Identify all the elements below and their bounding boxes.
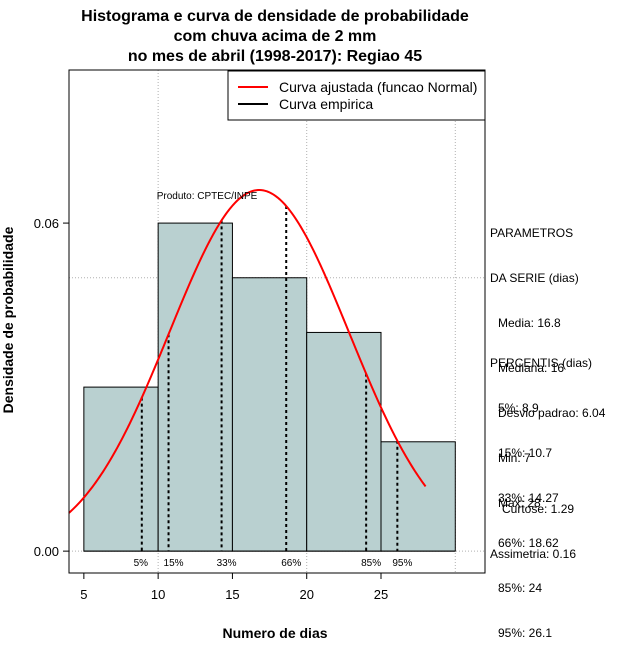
parameters-panel: PARAMETROS DA SERIE (dias) Media: 16.8 M… bbox=[490, 196, 605, 526]
parameters-title-1: PARAMETROS bbox=[490, 226, 574, 240]
percentiles-panel: PERCENTIS (dias) 5%: 8.9 15%: 10.7 33%: … bbox=[490, 326, 592, 656]
histogram-bar-0 bbox=[83, 386, 159, 552]
percentile-label-0: 5% bbox=[134, 558, 149, 569]
x-tick-label-3: 20 bbox=[299, 587, 313, 602]
x-tick-label-0: 5 bbox=[80, 587, 87, 602]
histogram-bars bbox=[83, 222, 456, 552]
percentile-85: 85%: 24 bbox=[498, 581, 543, 595]
param-mediana: Mediana: 16 bbox=[498, 361, 565, 375]
histogram-bar-1 bbox=[157, 222, 233, 552]
y-axis-title: Densidade de probabilidade bbox=[0, 226, 16, 413]
legend: Curva ajustada (funcao Normal) Curva emp… bbox=[227, 70, 486, 121]
chart-title-group: Histograma e curva de densidade de proba… bbox=[81, 8, 469, 65]
percentile-label-3: 66% bbox=[281, 558, 301, 569]
legend-label-empirical: Curva empirica bbox=[279, 96, 373, 112]
percentile-lines: 5% 15% 33% 66% 85% 95% bbox=[134, 206, 412, 569]
chart-title-line-3: no mes de abril (1998-2017): Regiao 45 bbox=[128, 48, 422, 65]
curtose-value: Curtose: 1.29 bbox=[502, 502, 575, 516]
axes: 5 10 15 20 25 0.00 0.06 bbox=[34, 216, 389, 602]
legend-label-fit: Curva ajustada (funcao Normal) bbox=[279, 79, 477, 95]
percentile-label-2: 33% bbox=[217, 558, 237, 569]
percentile-15: 15%: 10.7 bbox=[498, 446, 553, 460]
param-max: Max: 28 bbox=[498, 496, 541, 510]
y-tick-label-1: 0.06 bbox=[34, 216, 59, 231]
histogram-bar-4 bbox=[380, 441, 456, 552]
y-tick-label-0: 0.00 bbox=[34, 544, 59, 559]
histogram-bar-3 bbox=[306, 331, 382, 552]
shape-stats-panel: Curtose: 1.29 Assimetria: 0.16 bbox=[490, 472, 576, 577]
percentile-66: 66%: 18.62 bbox=[498, 536, 559, 550]
normal-fit-curve bbox=[68, 189, 427, 514]
product-annotation: Produto: CPTEC/INPE bbox=[157, 191, 258, 202]
x-tick-label-4: 25 bbox=[374, 587, 388, 602]
x-tick-label-1: 10 bbox=[151, 587, 165, 602]
param-desvio: Desvio padrao: 6.04 bbox=[498, 406, 606, 420]
param-min: Min: 7 bbox=[498, 451, 531, 465]
percentile-33: 33%: 14.27 bbox=[498, 491, 559, 505]
chart-title-line-2: com chuva acima de 2 mm bbox=[174, 28, 377, 45]
chart-title-line-1: Histograma e curva de densidade de proba… bbox=[81, 8, 469, 25]
percentile-5: 5%: 8.9 bbox=[498, 401, 539, 415]
param-media: Media: 16.8 bbox=[498, 316, 561, 330]
parameters-title-2: DA SERIE (dias) bbox=[490, 271, 579, 285]
legend-box bbox=[227, 70, 486, 121]
percentile-label-5: 95% bbox=[392, 558, 412, 569]
percentile-95: 95%: 26.1 bbox=[498, 626, 553, 640]
percentile-label-1: 15% bbox=[164, 558, 184, 569]
assimetria-value: Assimetria: 0.16 bbox=[490, 547, 577, 561]
percentiles-title: PERCENTIS (dias) bbox=[490, 356, 593, 370]
x-tick-label-2: 15 bbox=[225, 587, 239, 602]
x-axis-title: Numero de dias bbox=[222, 625, 327, 641]
percentile-label-4: 85% bbox=[361, 558, 381, 569]
histogram-bar-2 bbox=[231, 277, 308, 552]
